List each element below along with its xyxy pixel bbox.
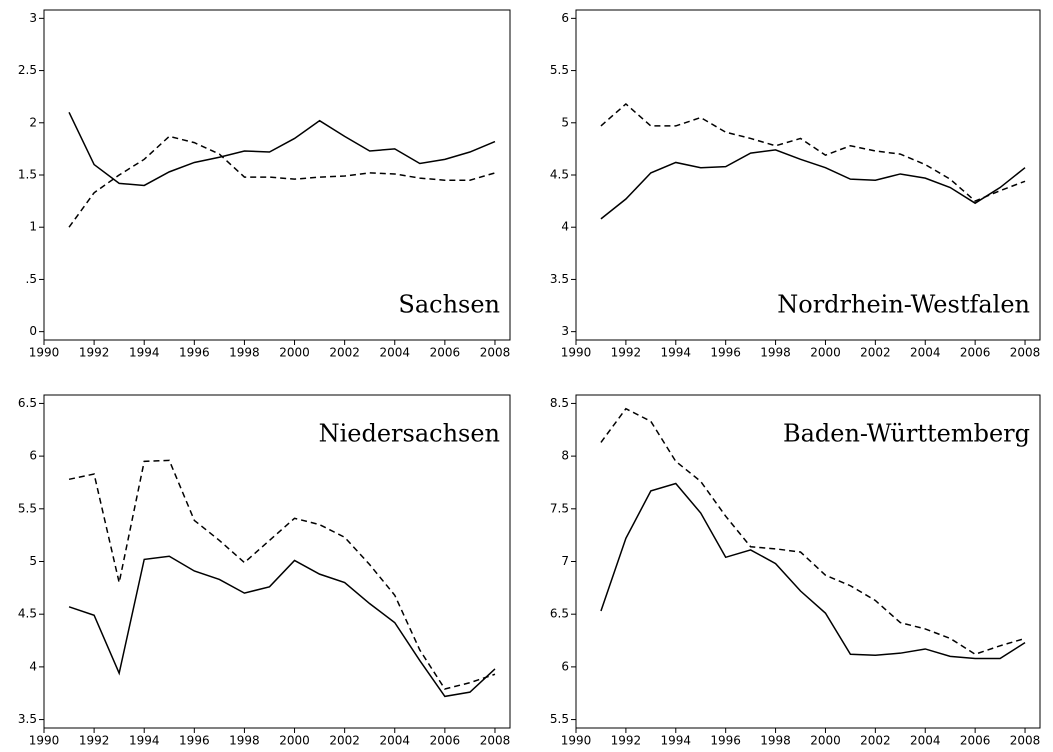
x-tick-label: 2002 [329,346,360,360]
x-tick-label: 1992 [79,346,110,360]
y-tick-label: 0 [29,324,37,338]
y-tick-label: 2.5 [18,63,37,77]
x-tick-label: 2006 [430,734,461,748]
y-tick-label: 6.5 [18,396,37,410]
x-tick-label: 1992 [79,734,110,748]
x-tick-label: 1992 [611,734,642,748]
x-tick-label: 1990 [29,346,60,360]
x-tick-label: 1990 [561,346,592,360]
x-tick-label: 2002 [860,734,891,748]
y-tick-label: 3.5 [18,712,37,726]
x-tick-label: 1996 [179,734,210,748]
y-tick-label: 7 [561,554,569,568]
y-tick-label: 1.5 [18,168,37,182]
x-tick-label: 1994 [129,346,160,360]
y-tick-label: 4 [29,659,37,673]
y-tick-label: 3.5 [550,272,569,286]
y-tick-label: 5.5 [550,712,569,726]
x-tick-label: 1994 [661,346,692,360]
x-tick-label: 1996 [179,346,210,360]
data-line [68,112,496,187]
y-tick-label: 3 [29,11,37,25]
x-tick-label: 1994 [661,734,692,748]
y-tick-label: 8 [561,449,569,463]
y-tick-label: 5.5 [18,501,37,515]
panel-label: Baden-Württemberg [783,420,1030,448]
x-tick-label: 1998 [229,734,260,748]
y-tick-label: 6 [29,449,37,463]
panel-label: Niedersachsen [319,420,500,448]
x-tick-label: 1992 [611,346,642,360]
data-line [68,459,496,690]
y-tick-label: 1 [29,220,37,234]
x-tick-label: 1998 [229,346,260,360]
x-tick-label: 2004 [379,346,410,360]
data-line [600,102,1026,202]
x-tick-label: 2002 [860,346,891,360]
y-tick-label: 5 [561,115,569,129]
x-tick-label: 1990 [561,734,592,748]
x-tick-label: 2008 [480,346,511,360]
x-tick-label: 1996 [710,734,741,748]
x-tick-label: 1990 [29,734,60,748]
x-tick-label: 2004 [910,734,941,748]
y-tick-label: 4.5 [18,607,37,621]
x-tick-label: 1994 [129,734,160,748]
x-tick-label: 1996 [710,346,741,360]
x-tick-label: 2008 [1010,734,1041,748]
data-line [68,135,496,228]
y-tick-label: 4.5 [550,168,569,182]
x-tick-label: 2000 [279,734,310,748]
y-tick-label: 2 [29,115,37,129]
y-tick-label: 7.5 [550,501,569,515]
data-line [68,555,496,698]
x-tick-label: 2008 [1010,346,1041,360]
panel-label: Nordrhein-Westfalen [777,291,1030,319]
x-tick-label: 1998 [760,734,791,748]
x-tick-label: 2002 [329,734,360,748]
y-tick-label: 8.5 [550,396,569,410]
x-tick-label: 2006 [430,346,461,360]
y-tick-label: .5 [26,272,37,286]
x-tick-label: 2004 [910,346,941,360]
y-tick-label: 5 [29,554,37,568]
y-tick-label: 6 [561,659,569,673]
y-tick-label: 6 [561,11,569,25]
data-line [600,149,1026,220]
data-line [600,407,1026,656]
y-tick-label: 4 [561,220,569,234]
x-tick-label: 2000 [810,734,841,748]
x-tick-label: 2006 [960,734,991,748]
x-tick-label: 2000 [279,346,310,360]
x-tick-label: 2008 [480,734,511,748]
x-tick-label: 2006 [960,346,991,360]
y-tick-label: 3 [561,324,569,338]
y-tick-label: 5.5 [550,63,569,77]
x-tick-label: 2000 [810,346,841,360]
y-tick-label: 6.5 [550,607,569,621]
data-line [600,482,1026,660]
x-tick-label: 1998 [760,346,791,360]
x-tick-label: 2004 [379,734,410,748]
panel-label: Sachsen [398,291,500,319]
